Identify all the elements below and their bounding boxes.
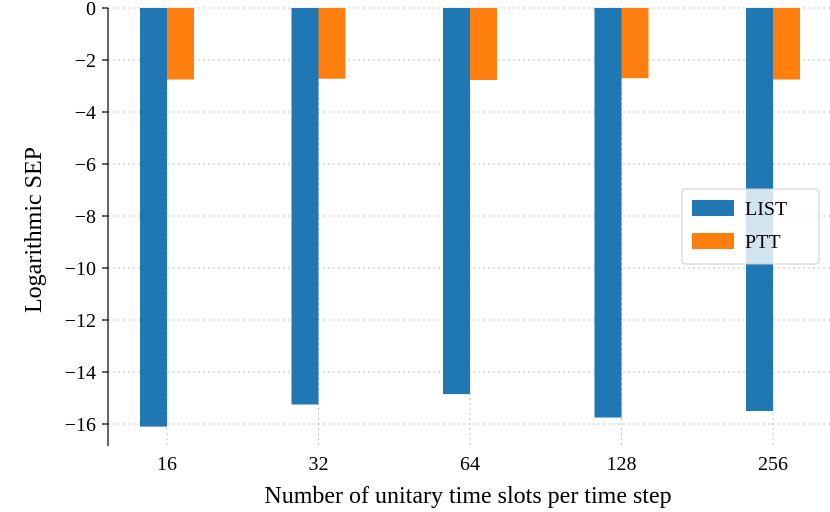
legend-label-ptt: PTT bbox=[745, 231, 781, 253]
x-tick-label: 16 bbox=[157, 453, 177, 475]
bar-list-128 bbox=[594, 8, 622, 418]
y-ticks: 0 −2 −4 −6 −8 −10 −12 −14 −16 bbox=[65, 0, 108, 436]
y-tick-label: −4 bbox=[75, 102, 96, 124]
x-tick-label: 32 bbox=[309, 453, 329, 475]
bar-ptt-256 bbox=[773, 8, 800, 80]
y-tick-label: −2 bbox=[75, 50, 96, 72]
bars-group bbox=[140, 8, 800, 427]
y-tick-label: −6 bbox=[75, 154, 96, 176]
x-tick-label: 256 bbox=[758, 453, 788, 475]
legend-swatch-list bbox=[692, 200, 734, 216]
x-tick-label: 64 bbox=[460, 453, 480, 475]
y-tick-label: −8 bbox=[75, 206, 96, 228]
bar-ptt-32 bbox=[318, 8, 346, 79]
y-tick-label: 0 bbox=[86, 0, 96, 20]
legend: LIST PTT bbox=[681, 188, 820, 265]
legend-swatch-ptt bbox=[692, 233, 734, 249]
bar-ptt-128 bbox=[621, 8, 649, 79]
legend-label-list: LIST bbox=[745, 198, 787, 220]
x-tick-label: 128 bbox=[607, 453, 637, 475]
bar-list-32 bbox=[291, 8, 319, 405]
y-tick-label: −14 bbox=[65, 362, 96, 384]
y-tick-label: −10 bbox=[65, 258, 96, 280]
x-ticks: 16 32 64 128 256 bbox=[157, 453, 788, 475]
bar-ptt-16 bbox=[167, 8, 194, 80]
bar-ptt-64 bbox=[470, 8, 497, 81]
y-axis-title: Logarithmic SEP bbox=[21, 147, 47, 313]
x-axis-title: Number of unitary time slots per time st… bbox=[264, 483, 671, 509]
bar-list-64 bbox=[443, 8, 470, 395]
y-tick-label: −12 bbox=[65, 310, 96, 332]
bar-list-16 bbox=[140, 8, 167, 427]
y-tick-label: −16 bbox=[65, 414, 96, 436]
